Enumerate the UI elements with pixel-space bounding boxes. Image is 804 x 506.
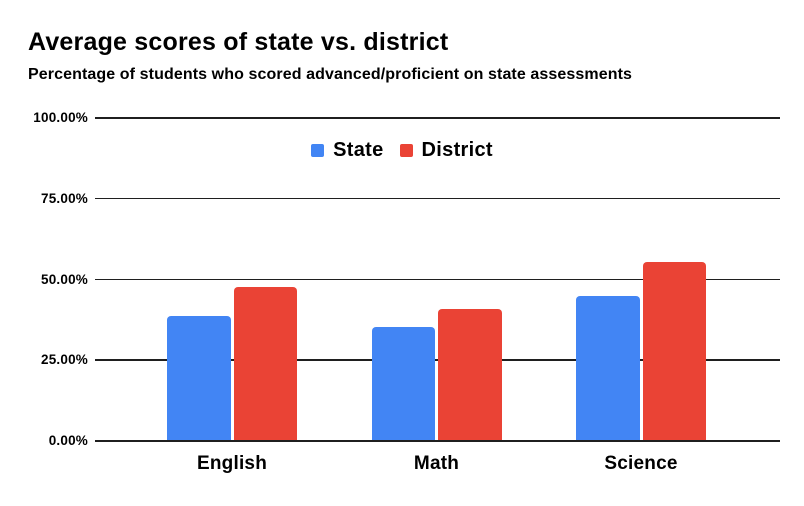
bar-science-state	[576, 296, 640, 440]
x-axis-label-english: English	[196, 453, 268, 474]
legend-swatch-state	[311, 144, 325, 157]
legend: State District	[0, 139, 804, 162]
legend-swatch-district	[399, 144, 413, 157]
x-axis-label-science: Science	[604, 453, 678, 474]
gridline	[95, 278, 780, 280]
chart-subtitle: Percentage of students who scored advanc…	[28, 66, 633, 83]
x-axis-label-math: Math	[413, 453, 460, 474]
y-axis-tick-label: 0.00%	[48, 433, 88, 448]
legend-item-state: State	[311, 139, 383, 162]
y-axis-tick-label: 50.00%	[41, 271, 88, 287]
bar-science-district	[642, 262, 706, 440]
gridline	[95, 359, 780, 361]
gridline	[95, 440, 780, 442]
legend-label: District	[421, 139, 493, 161]
plot-area	[95, 117, 780, 442]
bar-math-district	[438, 309, 502, 440]
chart-title: Average scores of state vs. district	[28, 28, 449, 56]
y-axis-tick-label: 75.00%	[41, 190, 88, 206]
y-axis-tick-label: 100.00%	[33, 110, 88, 125]
bar-english-state	[167, 315, 231, 440]
bar-english-district	[233, 286, 297, 440]
y-axis-tick-label: 25.00%	[41, 352, 88, 368]
bar-math-state	[371, 326, 435, 440]
legend-label: State	[333, 139, 384, 161]
legend-item-district: District	[399, 139, 493, 162]
gridline	[95, 197, 780, 200]
gridline	[95, 117, 780, 119]
